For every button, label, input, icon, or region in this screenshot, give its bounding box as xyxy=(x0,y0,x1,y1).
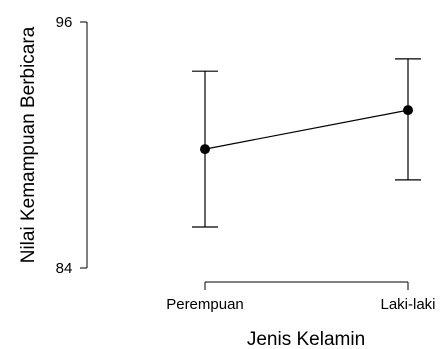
series xyxy=(192,58,421,228)
x-axis-title: Jenis Kelamin xyxy=(247,329,365,349)
data-point xyxy=(403,105,413,116)
y-axis-title: Nilai Kemampuan Berbicara xyxy=(18,26,39,263)
x-ticks: Perempuan Laki-laki xyxy=(166,282,436,313)
y-tick-label: 96 xyxy=(56,14,73,31)
x-tick-label: Perempuan xyxy=(166,296,244,313)
data-point xyxy=(200,144,210,155)
y-tick-label: 84 xyxy=(56,260,73,277)
y-ticks: 84 96 xyxy=(56,14,87,277)
x-tick-label: Laki-laki xyxy=(380,296,435,313)
series-line xyxy=(204,109,409,150)
